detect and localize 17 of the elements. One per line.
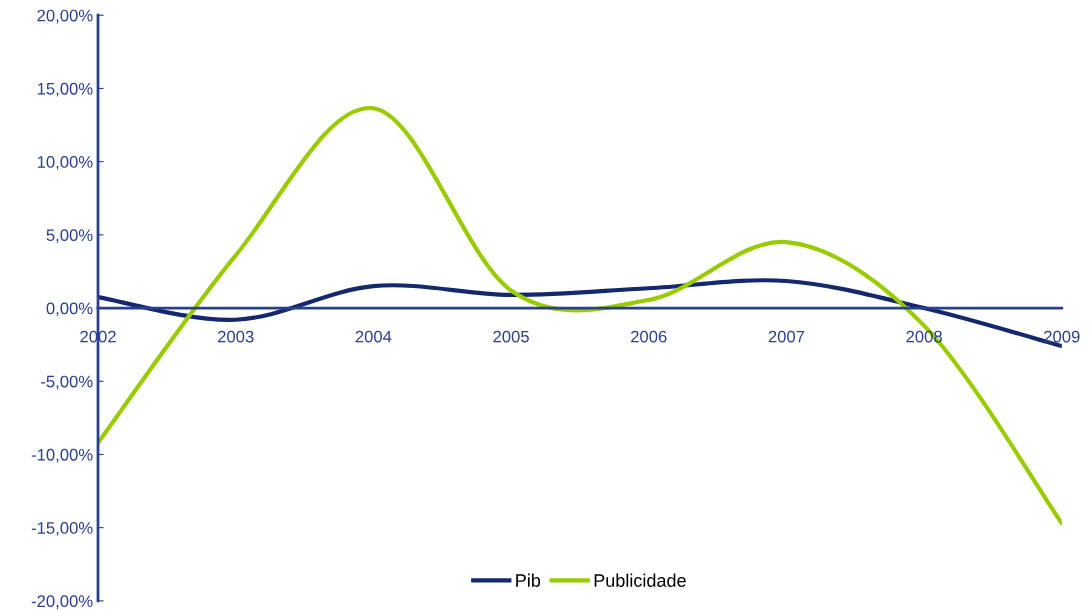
x-tick-label: 2009 bbox=[1044, 330, 1080, 343]
y-tick-label: 10,00% bbox=[37, 156, 93, 170]
legend-label: Pib bbox=[516, 573, 541, 587]
x-tick-label: 2005 bbox=[493, 330, 529, 343]
y-tick-label: 20,00% bbox=[37, 9, 93, 24]
y-tick-label: -5,00% bbox=[41, 375, 93, 390]
x-tick-label: 2006 bbox=[631, 330, 667, 343]
y-tick-label: -10,00% bbox=[31, 448, 93, 463]
x-tick-label: 2007 bbox=[768, 330, 805, 343]
x-tick-label: 2004 bbox=[355, 330, 392, 343]
y-tick-label: 5,00% bbox=[46, 229, 93, 244]
x-tick-label: 2003 bbox=[217, 330, 254, 343]
legend-label: Publicidade bbox=[594, 573, 686, 587]
y-tick-label: -15,00% bbox=[31, 522, 93, 536]
y-tick-label: 0,00% bbox=[46, 302, 93, 317]
y-tick-label: 15,00% bbox=[37, 82, 93, 97]
y-tick-label: -20,00% bbox=[31, 595, 93, 610]
